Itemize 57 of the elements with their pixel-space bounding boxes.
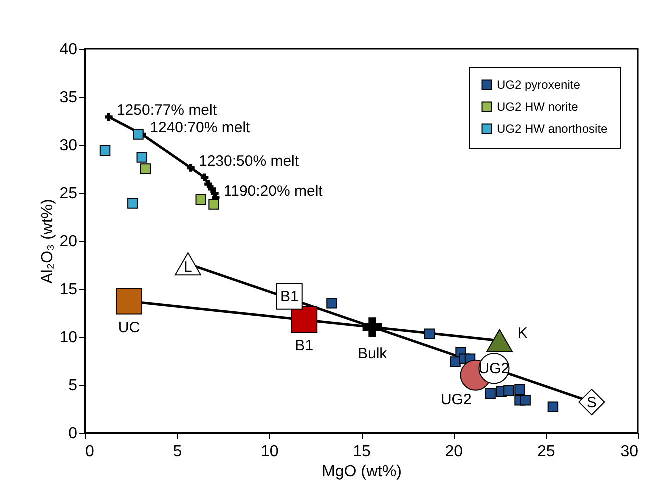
- point: [204, 180, 212, 188]
- y-tick-label: 5: [68, 378, 78, 394]
- y-tick-label: 20: [60, 234, 78, 250]
- annotation: UC: [118, 319, 140, 336]
- point: [100, 145, 111, 156]
- annotation: B1: [280, 288, 299, 306]
- point: [291, 306, 318, 333]
- point: [140, 164, 152, 174]
- y-tick-label: 30: [60, 138, 78, 154]
- point: [424, 328, 436, 340]
- point: [187, 164, 195, 172]
- annotation: 1190:20% melt: [224, 182, 324, 200]
- point: [196, 194, 207, 206]
- legend-label: UG2 HW anorthosite: [497, 122, 608, 136]
- point: [486, 329, 513, 352]
- x-tick-label: 25: [537, 444, 556, 460]
- annotation: 1250:77% melt: [116, 102, 218, 120]
- y-tick-label: 15: [60, 282, 78, 298]
- annotation: UG2: [478, 360, 510, 378]
- point: [520, 394, 531, 406]
- y-tick-label: 0: [68, 426, 78, 442]
- y-axis-title: Al₂O₃ (wt%): [40, 199, 57, 284]
- y-tick-label: 10: [60, 330, 78, 346]
- point: [362, 318, 382, 338]
- y-tick-label: 35: [60, 90, 78, 106]
- x-axis-title: MgO (wt%): [322, 464, 402, 480]
- point: [208, 199, 220, 210]
- annotation: UG2: [440, 391, 472, 408]
- annotation: B1: [295, 338, 314, 355]
- annotation: K: [518, 324, 528, 342]
- annotation: L: [184, 259, 192, 276]
- x-tick-label: 10: [260, 444, 279, 460]
- legend-label: UG2 pyroxenite: [497, 78, 581, 92]
- point: [133, 129, 144, 140]
- point: [200, 174, 209, 182]
- point: [450, 356, 461, 368]
- point: [128, 198, 138, 209]
- point: [326, 298, 338, 309]
- point: [116, 288, 142, 315]
- annotation: S: [586, 394, 597, 412]
- x-tick-label: 0: [86, 444, 94, 460]
- point: [136, 152, 148, 163]
- legend-label: UG2 HW norite: [497, 100, 579, 114]
- point: [548, 402, 559, 412]
- y-tick-label: 25: [60, 186, 78, 202]
- x-tick-label: 30: [620, 444, 639, 460]
- annotation: 1240:70% melt: [150, 119, 252, 136]
- annotation: 1230:50% melt: [198, 153, 300, 170]
- point: [504, 385, 514, 396]
- x-tick-label: 5: [173, 444, 182, 460]
- point: [485, 388, 496, 400]
- y-tick-label: 40: [60, 42, 78, 58]
- x-tick-label: 20: [445, 444, 464, 460]
- point: [105, 113, 113, 122]
- annotation: Bulk: [358, 345, 388, 362]
- point: [514, 384, 526, 396]
- x-tick-label: 15: [353, 444, 371, 460]
